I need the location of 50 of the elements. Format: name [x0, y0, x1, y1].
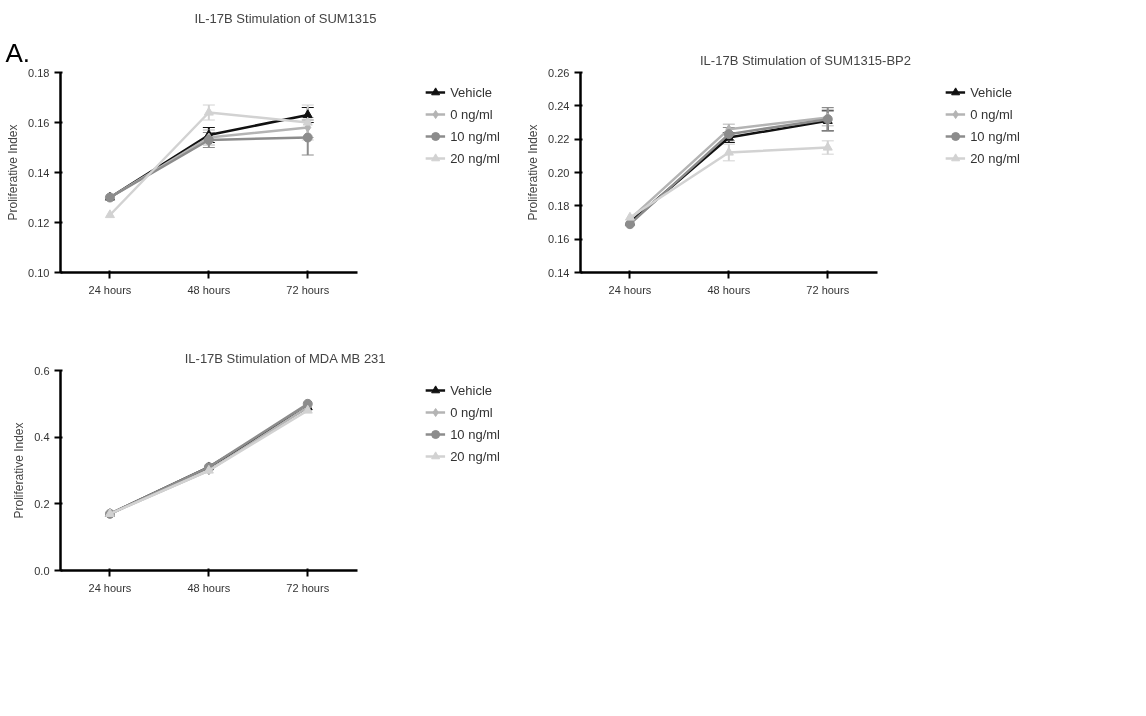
y-tick-label: 0.4 — [34, 431, 50, 444]
chart-title: IL-17B Stimulation of SUM1315-BP2 — [700, 52, 911, 68]
x-tick-label: 24 hours — [608, 283, 652, 296]
text: A. — [5, 37, 31, 68]
y-tick-label: 0.0 — [34, 564, 50, 577]
chart-title: IL-17B Stimulation of SUM1315 — [194, 10, 377, 26]
chart-title: IL-17B Stimulation of MDA MB 231 — [184, 350, 386, 366]
y-tick-label: 0.6 — [34, 364, 50, 377]
point — [302, 109, 313, 119]
legend-label: 10 ng/ml — [450, 426, 500, 442]
y-tick-label: 0.16 — [28, 116, 50, 129]
y-tick-label: 0.16 — [548, 233, 570, 246]
y-axis-title: Proliferative Index — [12, 422, 27, 519]
legend-label: Vehicle — [970, 84, 1013, 100]
x-tick-label: 48 hours — [187, 283, 231, 296]
y-tick-label: 0.14 — [28, 166, 50, 179]
y-tick-label: 0.18 — [28, 66, 50, 79]
y-tick-label: 0.22 — [548, 133, 570, 146]
y-tick-label: 0.14 — [548, 266, 570, 279]
x-tick-label: 24 hours — [88, 283, 132, 296]
legend-label: 20 ng/ml — [450, 150, 500, 166]
y-tick-label: 0.18 — [548, 199, 570, 212]
legend-label: 20 ng/ml — [970, 150, 1020, 166]
x-tick-label: 24 hours — [88, 581, 132, 594]
point — [302, 116, 313, 126]
point — [104, 209, 115, 219]
y-tick-label: 0.10 — [28, 266, 50, 279]
y-tick-label: 0.2 — [34, 497, 50, 510]
y-tick-label: 0.24 — [548, 99, 570, 112]
y-tick-label: 0.26 — [548, 66, 570, 79]
x-tick-label: 48 hours — [187, 581, 231, 594]
point — [624, 219, 635, 230]
legend-label: Vehicle — [450, 382, 493, 398]
x-tick-label: 72 hours — [806, 283, 850, 296]
legend-label: 0 ng/ml — [450, 106, 493, 122]
x-tick-label: 72 hours — [286, 283, 330, 296]
legend-label: 0 ng/ml — [970, 106, 1013, 122]
legend-label: 10 ng/ml — [450, 128, 500, 144]
x-tick-label: 48 hours — [707, 283, 751, 296]
x-tick-label: 72 hours — [286, 581, 330, 594]
legend-label: 20 ng/ml — [450, 448, 500, 464]
y-axis-title: Proliferative Index — [526, 124, 541, 221]
y-tick-label: 0.12 — [28, 216, 50, 229]
y-axis-title: Proliferative Index — [6, 124, 21, 221]
legend-label: 0 ng/ml — [450, 404, 493, 420]
legend-label: Vehicle — [450, 84, 493, 100]
y-tick-label: 0.20 — [548, 166, 570, 179]
legend-label: 10 ng/ml — [970, 128, 1020, 144]
point — [302, 132, 313, 143]
point — [624, 211, 635, 221]
